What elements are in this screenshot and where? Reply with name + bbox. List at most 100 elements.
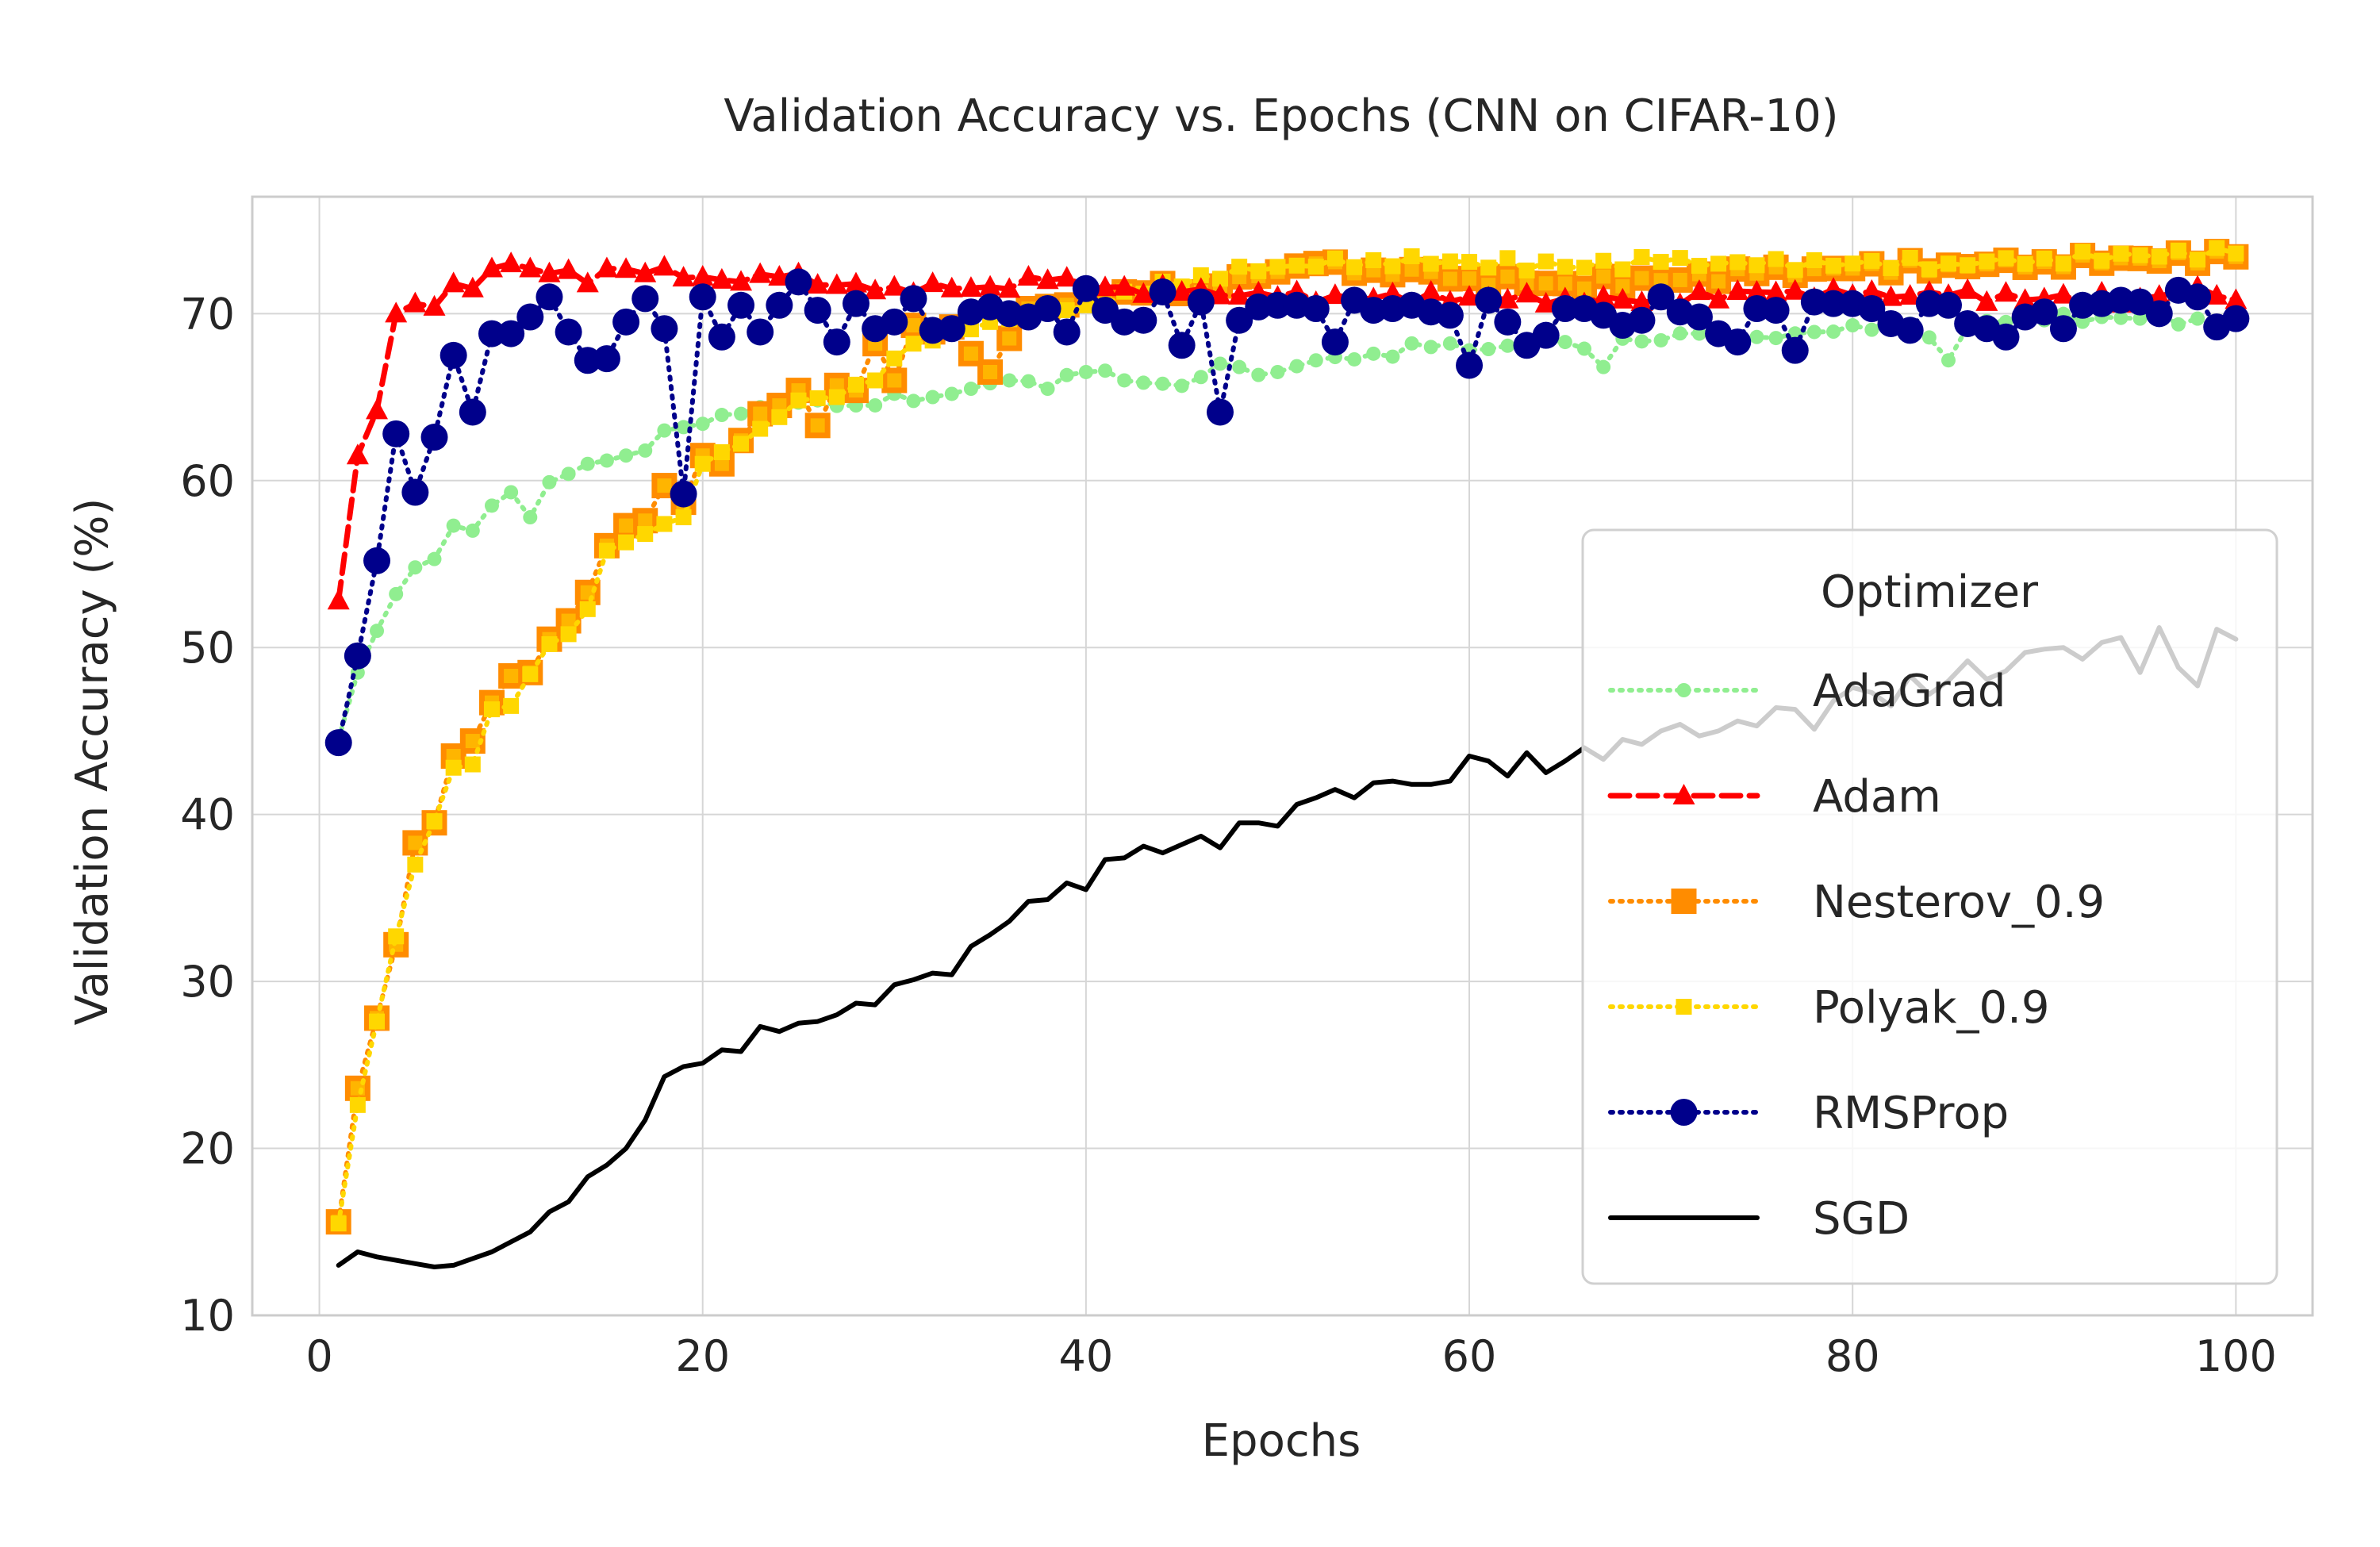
data-point <box>619 448 634 463</box>
data-point <box>1998 250 2014 267</box>
data-point <box>1130 306 1157 334</box>
data-point <box>483 701 500 718</box>
data-point <box>1551 295 1579 322</box>
data-point <box>1308 353 1323 368</box>
data-point <box>921 271 944 293</box>
data-point <box>1323 283 1346 305</box>
data-point <box>408 560 423 575</box>
data-point <box>651 315 678 343</box>
data-point <box>1883 259 1899 276</box>
data-point <box>1806 324 1821 340</box>
x-tick-label: 60 <box>1442 1331 1497 1381</box>
data-point <box>1534 291 1557 313</box>
data-point <box>2225 288 2248 309</box>
data-point-highlight <box>1002 331 1017 346</box>
data-point <box>785 268 812 296</box>
data-point <box>1672 250 1688 267</box>
data-point <box>1078 364 1093 379</box>
legend-entries: AdaGrad Adam Nesterov_0.9 Polyak_0.9 RMSProp… <box>1607 666 2105 1245</box>
data-point <box>1845 318 1860 333</box>
data-point <box>1691 258 1707 274</box>
data-point <box>2094 252 2110 269</box>
data-point-highlight <box>1462 271 1477 286</box>
data-point <box>1117 373 1132 388</box>
data-point <box>1174 378 1189 393</box>
data-point <box>1365 251 1382 268</box>
data-point-highlight <box>408 835 423 850</box>
x-axis-ticks: 0 20 40 60 80 100 <box>305 1331 2277 1381</box>
data-point-highlight <box>619 518 634 533</box>
data-point <box>2055 255 2071 272</box>
data-point <box>713 443 730 460</box>
data-point <box>1384 258 1401 274</box>
data-point <box>1193 370 1208 385</box>
data-point <box>730 270 753 291</box>
data-point <box>881 308 908 336</box>
data-point <box>2205 283 2228 305</box>
data-point <box>1481 342 1496 357</box>
data-point <box>790 392 807 409</box>
data-point <box>1634 334 1649 349</box>
data-point <box>634 261 657 282</box>
data-point <box>768 265 791 286</box>
legend-marker <box>1672 784 1695 804</box>
data-point <box>576 271 599 293</box>
legend-entry: SGD <box>1608 1193 1910 1245</box>
data-point <box>1994 281 2017 302</box>
data-point <box>1921 330 1937 345</box>
data-point <box>1768 331 1783 346</box>
data-point-highlight <box>1634 271 1649 286</box>
data-point <box>766 291 793 319</box>
legend-entry: Nesterov_0.9 <box>1608 877 2105 928</box>
data-point <box>1419 280 1442 301</box>
legend-label: Adam <box>1813 771 1941 823</box>
data-point-highlight <box>753 406 768 421</box>
data-point <box>1956 278 1979 299</box>
data-point <box>747 318 774 346</box>
x-tick-label: 100 <box>2195 1331 2277 1381</box>
data-point <box>1518 262 1535 278</box>
data-point <box>1192 267 1209 283</box>
data-point <box>823 328 850 356</box>
data-point-highlight <box>983 364 998 379</box>
data-point <box>382 420 410 447</box>
data-point <box>1475 286 1503 314</box>
data-point <box>2132 311 2148 326</box>
data-point <box>538 261 561 282</box>
data-point <box>2017 255 2033 272</box>
data-point <box>1879 285 1902 306</box>
data-point-highlight <box>772 398 787 413</box>
data-point <box>1002 373 1017 388</box>
data-point <box>1098 363 1113 378</box>
data-point <box>2052 282 2075 304</box>
data-point-highlight <box>1557 276 1572 291</box>
data-point <box>842 290 869 317</box>
x-tick-label: 80 <box>1825 1331 1880 1381</box>
data-point <box>1499 250 1516 267</box>
data-point <box>675 509 692 526</box>
data-point <box>1783 278 1806 300</box>
data-point-highlight <box>1711 274 1726 289</box>
data-point <box>809 390 826 406</box>
data-point <box>1707 287 1730 309</box>
legend-entry: AdaGrad <box>1608 666 2006 717</box>
data-point <box>2132 247 2148 263</box>
data-point <box>446 518 461 533</box>
data-point <box>1458 285 1481 306</box>
data-point <box>1687 279 1710 301</box>
data-point-highlight <box>714 456 729 471</box>
y-tick-label: 20 <box>180 1124 235 1174</box>
y-axis-label: Validation Accuracy (%) <box>67 498 118 1026</box>
data-point <box>2075 244 2091 260</box>
data-point <box>653 255 676 276</box>
series-rmsprop <box>324 268 2250 757</box>
data-point <box>480 256 503 278</box>
legend-label: Nesterov_0.9 <box>1813 877 2105 928</box>
data-point <box>459 398 486 426</box>
data-point <box>1537 253 1554 270</box>
data-point <box>1132 282 1155 303</box>
data-point <box>523 510 538 525</box>
data-point-highlight <box>1596 269 1611 284</box>
data-point <box>2113 310 2129 325</box>
data-point <box>1979 253 1995 270</box>
